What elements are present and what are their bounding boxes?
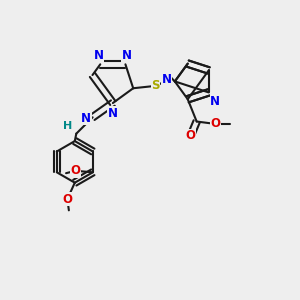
Text: O: O bbox=[62, 193, 72, 206]
Text: N: N bbox=[210, 95, 220, 108]
Text: O: O bbox=[186, 129, 196, 142]
Text: N: N bbox=[122, 49, 132, 62]
Text: O: O bbox=[210, 117, 220, 130]
Text: N: N bbox=[108, 106, 118, 120]
Text: N: N bbox=[94, 49, 104, 62]
Text: O: O bbox=[70, 164, 81, 177]
Text: S: S bbox=[151, 80, 160, 92]
Text: H: H bbox=[64, 121, 73, 131]
Text: N: N bbox=[162, 74, 172, 86]
Text: N: N bbox=[81, 112, 91, 125]
